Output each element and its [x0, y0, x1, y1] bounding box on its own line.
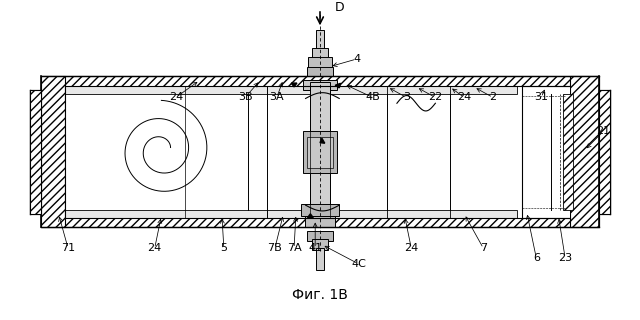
Bar	[599, 90, 611, 214]
Text: Фиг. 1В: Фиг. 1В	[292, 288, 348, 301]
Text: D: D	[335, 1, 344, 14]
Text: 6: 6	[533, 253, 540, 263]
Text: 22: 22	[428, 92, 442, 102]
Bar	[301, 204, 339, 216]
Polygon shape	[335, 83, 340, 88]
Text: 7A: 7A	[287, 244, 301, 253]
Bar	[312, 47, 328, 59]
Bar	[308, 57, 332, 69]
Bar	[307, 137, 333, 168]
Bar	[41, 214, 599, 227]
Bar	[310, 82, 330, 220]
Text: 2: 2	[490, 92, 497, 102]
Text: 4C: 4C	[351, 259, 366, 269]
Text: 24: 24	[169, 92, 183, 102]
Bar	[29, 90, 41, 214]
Text: 5: 5	[220, 244, 227, 253]
Bar	[65, 86, 517, 94]
Bar	[41, 76, 65, 227]
Text: 21: 21	[596, 126, 611, 136]
Bar	[316, 30, 324, 49]
Polygon shape	[291, 83, 297, 87]
Bar	[65, 86, 570, 218]
Text: 7: 7	[480, 244, 487, 253]
Text: 7B: 7B	[268, 244, 282, 253]
Polygon shape	[320, 138, 324, 143]
Text: 4B: 4B	[365, 92, 380, 102]
Text: 3: 3	[403, 92, 410, 102]
Bar	[303, 131, 337, 173]
Text: 4: 4	[353, 54, 360, 64]
Text: 3A: 3A	[269, 92, 284, 102]
Bar	[570, 76, 599, 227]
Bar	[303, 80, 337, 90]
Text: 24: 24	[457, 92, 471, 102]
Text: 3B: 3B	[237, 92, 252, 102]
Text: 31: 31	[534, 92, 548, 102]
Text: 24: 24	[147, 244, 162, 253]
Bar	[305, 216, 335, 227]
Bar	[307, 67, 333, 76]
Polygon shape	[307, 214, 313, 218]
Bar	[312, 239, 328, 250]
Bar	[307, 231, 333, 241]
Bar	[563, 94, 573, 210]
Text: 71: 71	[61, 244, 75, 253]
Text: 41: 41	[308, 244, 323, 253]
Bar	[316, 248, 324, 269]
Bar	[41, 76, 599, 90]
Bar	[65, 210, 517, 218]
Text: 23: 23	[558, 253, 572, 263]
Text: 24: 24	[404, 244, 419, 253]
